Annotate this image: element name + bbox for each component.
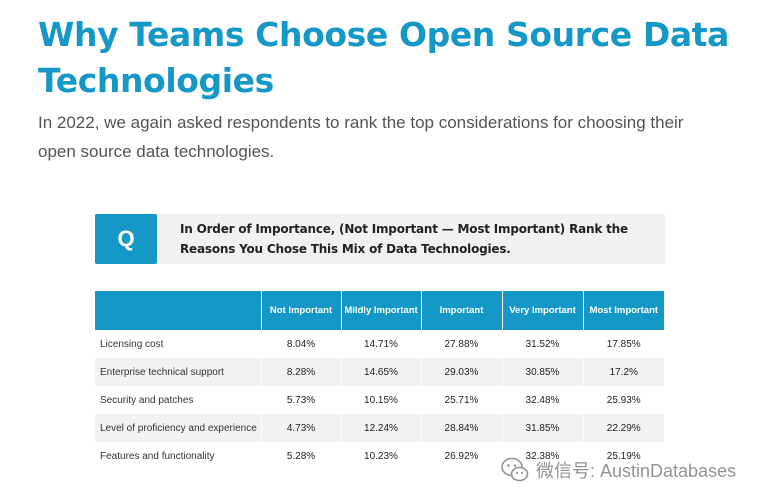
table-cell: 14.71% (341, 330, 422, 358)
row-label: Security and patches (95, 386, 262, 414)
table-cell: 8.04% (261, 330, 342, 358)
column-header-important: Important (421, 291, 503, 330)
question-text: In Order of Importance, (Not Important —… (180, 222, 628, 256)
table-cell: 32.48% (502, 386, 584, 414)
table-cell: 29.03% (421, 358, 503, 386)
ranking-table: Not Important Mildly Important Important… (95, 291, 664, 470)
table-cell: 10.23% (341, 442, 422, 470)
table-cell: 28.84% (421, 414, 503, 442)
table-row: Enterprise technical support 8.28% 14.65… (95, 358, 664, 386)
row-label: Licensing cost (95, 330, 262, 358)
column-header-reason (95, 291, 262, 330)
table-cell: 31.85% (502, 414, 584, 442)
table-header-row: Not Important Mildly Important Important… (95, 291, 664, 330)
column-header-mildly-important: Mildly Important (341, 291, 422, 330)
table-cell: 8.28% (261, 358, 342, 386)
table-cell: 26.92% (421, 442, 503, 470)
page-title: Why Teams Choose Open Source Data Techno… (38, 15, 729, 100)
table-row: Level of proficiency and experience 4.73… (95, 414, 664, 442)
wechat-icon (501, 457, 529, 482)
table-cell: 30.85% (502, 358, 584, 386)
table-row: Security and patches 5.73% 10.15% 25.71%… (95, 386, 664, 414)
column-header-very-important: Very Important (502, 291, 584, 330)
question-badge: Q (95, 214, 157, 264)
table-cell: 17.85% (583, 330, 664, 358)
table-cell: 5.73% (261, 386, 342, 414)
table-cell: 14.65% (341, 358, 422, 386)
table-cell: 12.24% (341, 414, 422, 442)
row-label: Level of proficiency and experience (95, 414, 262, 442)
row-label: Features and functionality (95, 442, 262, 470)
row-label: Enterprise technical support (95, 358, 262, 386)
watermark-text: 微信号: AustinDatabases (536, 461, 737, 481)
table-cell: 10.15% (341, 386, 422, 414)
table-cell: 27.88% (421, 330, 503, 358)
column-header-most-important: Most Important (583, 291, 664, 330)
page-subtitle: In 2022, we again asked respondents to r… (38, 113, 684, 161)
table-cell: 4.73% (261, 414, 342, 442)
table-cell: 25.93% (583, 386, 664, 414)
table-row: Features and functionality 5.28% 10.23% … (95, 442, 664, 470)
table-cell: 17.2% (583, 358, 664, 386)
table-cell: 32.38% (502, 442, 584, 470)
table-cell: 31.52% (502, 330, 584, 358)
table-row: Licensing cost 8.04% 14.71% 27.88% 31.52… (95, 330, 664, 358)
table-cell: 25.19% (583, 442, 664, 470)
table-cell: 25.71% (421, 386, 503, 414)
table-cell: 22.29% (583, 414, 664, 442)
question-box: Q In Order of Importance, (Not Important… (95, 214, 665, 264)
watermark: 微信号: AustinDatabases (500, 455, 736, 485)
column-header-not-important: Not Important (261, 291, 342, 330)
table-cell: 5.28% (261, 442, 342, 470)
